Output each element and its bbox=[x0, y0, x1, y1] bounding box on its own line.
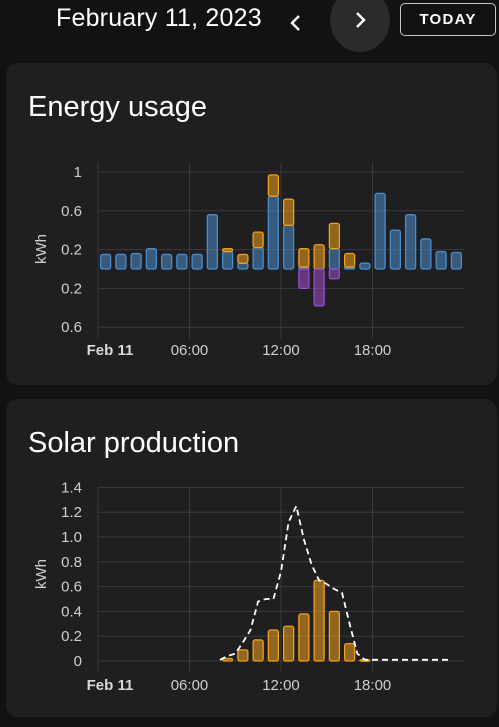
energy-bar-grid-consumption bbox=[206, 214, 219, 270]
solar-forecast-line bbox=[219, 503, 449, 661]
energy-bar-solar-consumed bbox=[343, 252, 356, 268]
solar-bar bbox=[237, 649, 249, 662]
solar-y-tick-label: 0.6 bbox=[61, 579, 82, 596]
energy-y-tick-label: 0.6 bbox=[61, 319, 82, 336]
solar-x-tick-label: 18:00 bbox=[354, 677, 392, 694]
energy-y-axis-label: kWh bbox=[33, 234, 50, 264]
solar-bar bbox=[328, 610, 341, 662]
energy-bar-solar-consumed bbox=[313, 244, 325, 270]
energy-bar-grid-consumption bbox=[359, 262, 371, 270]
energy-bar-grid-consumption bbox=[115, 253, 127, 270]
energy-bar-grid-consumption bbox=[176, 253, 188, 270]
energy-bar-grid-consumption bbox=[374, 192, 386, 270]
solar-bar bbox=[282, 625, 295, 662]
solar-bar bbox=[298, 613, 310, 662]
energy-bar-grid-consumption bbox=[389, 229, 402, 270]
energy-bar-return-to-grid bbox=[298, 268, 310, 290]
energy-bar-grid-consumption bbox=[252, 247, 264, 270]
energy-bar-solar-consumed bbox=[328, 222, 341, 250]
solar-x-tick-label: Feb 11 bbox=[87, 677, 134, 694]
chevron-left-icon bbox=[290, 15, 300, 31]
solar-y-tick-label: 0 bbox=[74, 653, 82, 670]
energy-bar-solar-consumed bbox=[267, 174, 280, 197]
energy-y-tick-label: 0.2 bbox=[61, 242, 82, 259]
energy-x-tick-label: 12:00 bbox=[262, 342, 300, 359]
energy-bar-solar-consumed bbox=[252, 231, 264, 249]
energy-bar-grid-consumption bbox=[267, 195, 280, 270]
solar-y-tick-label: 1.4 bbox=[61, 479, 82, 496]
next-day-button[interactable] bbox=[330, 0, 390, 52]
solar-production-card: 1.4 1.2 1.0 0.8 0.6 0.4 0.2 0 Feb 11 06:00 12:00 18… bbox=[6, 399, 497, 717]
solar-y-tick-label: 1.2 bbox=[61, 504, 82, 521]
energy-bar-grid-consumption bbox=[237, 262, 249, 270]
energy-bar-grid-consumption bbox=[160, 253, 173, 270]
solar-bar bbox=[343, 642, 356, 662]
energy-y-tick-label: 0.6 bbox=[61, 203, 82, 220]
energy-y-tick-label: 0.2 bbox=[61, 280, 82, 297]
energy-bar-solar-consumed bbox=[298, 247, 310, 268]
energy-bar-grid-consumption bbox=[130, 252, 142, 270]
energy-bar-grid-consumption bbox=[450, 251, 463, 270]
solar-production-title: Solar production bbox=[28, 427, 240, 459]
energy-bar-grid-consumption bbox=[221, 250, 234, 270]
energy-bar-grid-consumption bbox=[420, 238, 432, 270]
solar-bar bbox=[267, 629, 280, 662]
solar-y-axis-label: kWh bbox=[33, 559, 50, 589]
energy-x-tick-label: 06:00 bbox=[171, 342, 209, 359]
solar-y-tick-label: 0.4 bbox=[61, 603, 82, 620]
solar-x-tick-label: 06:00 bbox=[171, 677, 209, 694]
energy-y-tick-label: 1 bbox=[74, 164, 82, 181]
solar-production-chart: 1.4 1.2 1.0 0.8 0.6 0.4 0.2 0 Feb 11 06:00 12:00 18… bbox=[33, 479, 464, 694]
energy-usage-chart: 1 0.6 0.2 0.2 0.6 Feb 11 06:00 12:00 18:00 kWh bbox=[33, 162, 464, 359]
energy-bar-grid-consumption bbox=[328, 247, 341, 270]
energy-x-tick-label: Feb 11 bbox=[87, 342, 134, 359]
energy-bar-grid-consumption bbox=[145, 247, 158, 270]
energy-bar-solar-consumed bbox=[282, 198, 295, 227]
energy-usage-title: Energy usage bbox=[28, 91, 207, 123]
energy-x-tick-label: 18:00 bbox=[354, 342, 392, 359]
energy-bar-grid-consumption bbox=[99, 253, 112, 270]
energy-usage-card: 1 0.6 0.2 0.2 0.6 Feb 11 06:00 12:00 18:00 kWh En… bbox=[6, 63, 497, 385]
solar-y-tick-label: 1.0 bbox=[61, 529, 82, 546]
date-title: February 11, 2023 bbox=[56, 4, 262, 32]
date-header: February 11, 2023 TODAY bbox=[0, 0, 499, 56]
energy-bar-grid-consumption bbox=[404, 214, 417, 270]
today-button[interactable]: TODAY bbox=[400, 3, 496, 36]
energy-bar-return-to-grid bbox=[328, 268, 341, 280]
energy-bar-grid-consumption bbox=[191, 253, 203, 270]
energy-bar-return-to-grid bbox=[313, 268, 325, 307]
solar-y-tick-label: 0.8 bbox=[61, 554, 82, 571]
solar-x-tick-label: 12:00 bbox=[262, 677, 300, 694]
energy-bar-grid-consumption bbox=[435, 250, 447, 270]
chevron-right-icon bbox=[356, 12, 366, 28]
energy-bar-solar-consumed bbox=[221, 247, 234, 253]
solar-bar bbox=[252, 639, 264, 662]
previous-day-button[interactable] bbox=[268, 0, 324, 46]
energy-bar-solar-consumed bbox=[237, 253, 249, 264]
solar-bar bbox=[313, 579, 325, 662]
energy-bar-grid-consumption bbox=[282, 224, 295, 270]
solar-bar bbox=[221, 657, 234, 662]
solar-y-tick-label: 0.2 bbox=[61, 628, 82, 645]
